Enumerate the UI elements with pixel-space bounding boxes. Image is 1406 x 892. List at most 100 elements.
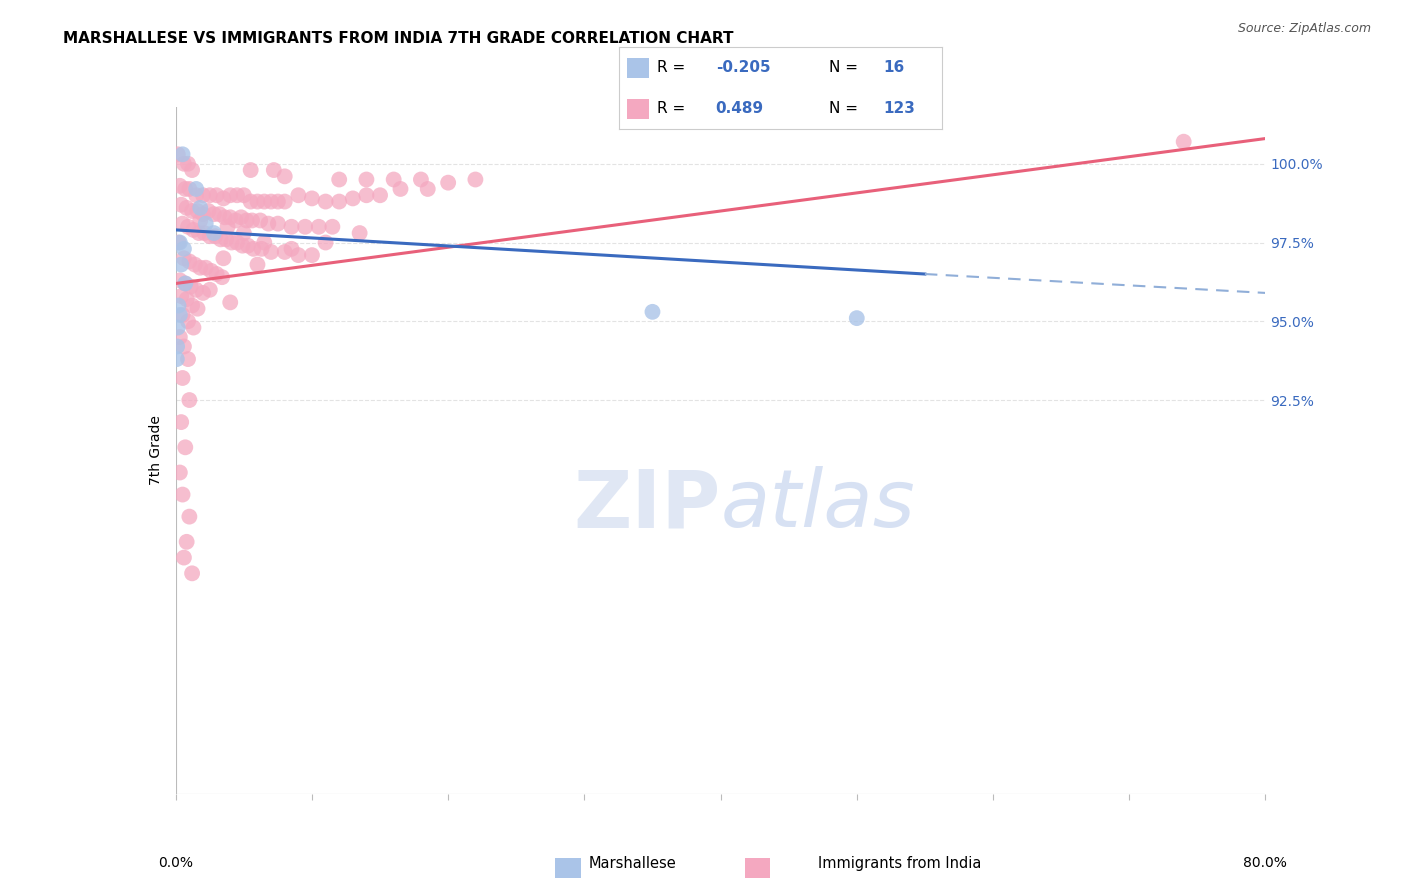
Point [184, 258, 207, 272]
Point [173, 550, 195, 565]
Point [219, 211, 242, 225]
Bar [627, 58, 650, 78]
Point [174, 277, 197, 291]
Point [167, 299, 190, 313]
Point [173, 157, 195, 171]
Point [246, 258, 269, 272]
Point [167, 235, 190, 250]
Point [287, 188, 309, 202]
Point [186, 204, 209, 219]
Point [177, 314, 200, 328]
Point [342, 191, 364, 205]
Point [173, 339, 195, 353]
Point [253, 194, 276, 209]
Point [179, 254, 201, 268]
Point [173, 242, 195, 256]
Text: 80.0%: 80.0% [1243, 856, 1288, 871]
Point [280, 242, 302, 256]
Point [193, 226, 215, 240]
Bar [627, 99, 650, 119]
Point [186, 301, 209, 316]
Point [356, 188, 378, 202]
Point [219, 295, 242, 310]
Point [179, 392, 201, 407]
Point [215, 232, 238, 246]
Point [239, 163, 262, 178]
Point [200, 264, 222, 278]
Point [301, 248, 323, 262]
Point [188, 201, 211, 215]
Point [169, 308, 191, 322]
Text: R =: R = [658, 61, 690, 75]
Point [180, 279, 202, 293]
Point [263, 163, 285, 178]
Point [236, 238, 259, 252]
Point [249, 213, 271, 227]
Point [437, 176, 460, 190]
Point [202, 207, 225, 221]
Text: R =: R = [658, 102, 690, 116]
Point [169, 330, 191, 344]
Point [205, 188, 228, 202]
Point [226, 235, 249, 250]
Point [172, 487, 194, 501]
Point [301, 191, 323, 205]
Point [166, 352, 188, 367]
Point [232, 188, 254, 202]
Point [253, 235, 276, 250]
Text: MARSHALLESE VS IMMIGRANTS FROM INDIA 7TH GRADE CORRELATION CHART: MARSHALLESE VS IMMIGRANTS FROM INDIA 7TH… [63, 31, 734, 46]
Point [179, 182, 201, 196]
Point [176, 292, 198, 306]
Point [181, 204, 204, 219]
Point [260, 244, 283, 259]
Point [389, 182, 412, 196]
Point [217, 219, 239, 234]
Point [183, 320, 205, 334]
Point [212, 252, 235, 266]
Point [242, 242, 264, 256]
Point [205, 267, 228, 281]
Point [211, 270, 233, 285]
Point [169, 178, 191, 193]
Point [172, 217, 194, 231]
Point [166, 339, 188, 353]
Point [214, 211, 236, 225]
Point [202, 226, 225, 240]
Point [198, 229, 221, 244]
Point [177, 157, 200, 171]
Text: 0.0%: 0.0% [159, 856, 193, 871]
Point [191, 207, 214, 221]
Point [321, 219, 343, 234]
Point [267, 194, 290, 209]
Y-axis label: 7th Grade: 7th Grade [149, 416, 163, 485]
Point [187, 226, 209, 240]
Point [382, 172, 405, 186]
Point [204, 229, 226, 244]
Point [416, 182, 439, 196]
Point [174, 277, 197, 291]
Point [1173, 135, 1195, 149]
Point [225, 213, 247, 227]
Point [328, 194, 350, 209]
Point [274, 194, 297, 209]
Point [226, 188, 249, 202]
Point [183, 223, 205, 237]
Point [246, 194, 269, 209]
Text: -0.205: -0.205 [716, 61, 770, 75]
Point [368, 188, 391, 202]
Point [845, 311, 868, 326]
Point [186, 188, 208, 202]
Point [328, 172, 350, 186]
Point [315, 235, 337, 250]
Point [177, 219, 200, 234]
Point [186, 182, 208, 196]
Point [231, 238, 253, 252]
Point [274, 244, 297, 259]
Point [208, 207, 231, 221]
Point [308, 219, 330, 234]
Point [194, 217, 217, 231]
Point [169, 466, 191, 480]
Point [212, 191, 235, 205]
Point [172, 371, 194, 385]
Point [177, 352, 200, 367]
